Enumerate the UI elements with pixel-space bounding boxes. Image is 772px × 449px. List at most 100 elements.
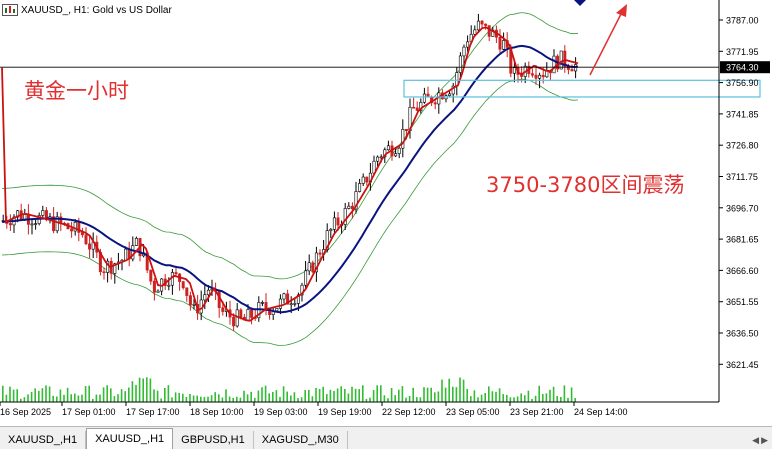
volume-bar: [462, 379, 465, 402]
candle-body: [52, 216, 56, 232]
volume-bar: [293, 392, 296, 402]
volume-bar: [142, 378, 144, 402]
chart-tabs: XAUUSD_,H1 XAUUSD_,H1 GBPUSD,H1 XAGUSD_,…: [0, 426, 772, 449]
candle-body: [458, 55, 462, 73]
volume-bar: [477, 397, 479, 402]
tab-xauusd-h1-a[interactable]: XAUUSD_,H1: [0, 431, 87, 449]
candle-body: [487, 25, 491, 37]
volume-bar: [74, 393, 76, 402]
volume-bar: [524, 395, 526, 402]
candle-body: [347, 205, 351, 209]
bollinger-upper-line: [1, 12, 579, 280]
candle-body: [131, 245, 135, 260]
volume-bar: [412, 387, 414, 402]
candle-body: [394, 153, 398, 157]
volume-bar: [56, 396, 58, 402]
volume-bar: [560, 396, 562, 402]
time-tick-label: 23 Sep 21:00: [510, 407, 564, 417]
tab-gbpusd-h1[interactable]: GBPUSD,H1: [173, 431, 254, 449]
time-tick-label: 19 Sep 03:00: [254, 407, 308, 417]
candle-body: [480, 20, 484, 25]
volume-bar: [473, 390, 476, 402]
time-tick-label: 16 Sep 2025: [0, 407, 51, 417]
candle-body: [307, 262, 311, 272]
candle-body: [314, 252, 318, 273]
candle-body: [304, 270, 308, 286]
candle-body: [318, 252, 322, 255]
volume-bar: [210, 395, 213, 402]
volume-bar: [380, 385, 382, 402]
ma-slow-line: [1, 44, 579, 314]
candle-body: [343, 208, 347, 225]
candle-body: [250, 309, 254, 318]
trend-arrow-shaft: [589, 11, 623, 76]
volume-bar: [178, 392, 180, 402]
volume-bar: [214, 392, 216, 402]
volume-bar: [41, 388, 44, 402]
candle-body: [498, 36, 502, 50]
volume-bar: [344, 388, 346, 402]
candle-body: [84, 234, 88, 245]
volume-bar: [488, 386, 490, 402]
scroll-right-icon[interactable]: ▶: [761, 435, 768, 445]
candle-body: [30, 223, 34, 226]
volume-bar: [228, 396, 231, 402]
tab-label: GBPUSD,H1: [181, 434, 245, 446]
ma-fast-line: [1, 26, 579, 322]
volume-bar: [455, 387, 458, 402]
price-tick-label: 3787.00: [726, 16, 759, 26]
candle-body: [232, 316, 236, 327]
tab-xauusd-h1-b[interactable]: XAUUSD_,H1: [86, 428, 174, 449]
volume-bar: [239, 397, 242, 402]
candle-body: [102, 271, 106, 274]
annotation-range: 3750-3780区间震荡: [486, 173, 684, 197]
volume-bar: [358, 389, 360, 402]
scroll-left-icon[interactable]: ◀: [752, 435, 760, 445]
volume-bar: [164, 387, 166, 402]
price-tick-label: 3666.60: [726, 266, 759, 276]
price-tick-label: 3651.55: [726, 297, 759, 307]
price-chart[interactable]: 黄金一小时 3750-3780区间震荡 3787.00 3771.95 3756.90…: [0, 0, 772, 426]
candle-body: [433, 102, 437, 105]
volume-bar: [182, 393, 184, 402]
volume-bar: [448, 378, 450, 402]
candle-body: [559, 50, 563, 70]
volume-bar: [437, 391, 440, 402]
candle-body: [412, 106, 416, 109]
candle-body: [70, 228, 74, 232]
candle-body: [8, 223, 12, 226]
volume-bar: [495, 391, 497, 402]
candle-body: [336, 217, 340, 226]
volume-bar: [207, 396, 209, 402]
volume-bar: [419, 397, 422, 402]
volume-bar: [430, 387, 432, 402]
annotation-title: 黄金一小时: [24, 79, 129, 103]
volume-bar: [128, 387, 130, 402]
candle-body: [152, 280, 156, 293]
candle-body: [386, 145, 390, 151]
candle-body: [181, 281, 185, 289]
candle-body: [246, 309, 250, 321]
volume-bar: [5, 394, 8, 402]
candle-body: [113, 263, 117, 274]
volume-bar: [12, 389, 15, 402]
volume-bar: [81, 394, 83, 402]
candle-body: [563, 50, 567, 67]
candle-body: [534, 74, 538, 79]
volume-bar: [279, 396, 281, 402]
volume-bar: [200, 396, 202, 402]
volume-bar: [23, 397, 26, 402]
volume-bar: [99, 394, 101, 402]
volume-bar: [275, 390, 278, 402]
time-tick-label: 24 Sep 14:00: [574, 407, 628, 417]
volume-bar: [261, 387, 263, 402]
candle-body: [332, 217, 336, 230]
price-tick-label: 3636.50: [726, 329, 759, 339]
tab-xagusd-m30[interactable]: XAGUSD_,M30: [254, 431, 348, 449]
candle-body: [203, 294, 207, 301]
price-tick-label: 3741.85: [726, 109, 759, 119]
candle-body: [365, 176, 369, 183]
time-tick-label: 19 Sep 19:00: [318, 407, 372, 417]
volume-bar: [156, 390, 159, 402]
volume-bar: [185, 396, 188, 402]
